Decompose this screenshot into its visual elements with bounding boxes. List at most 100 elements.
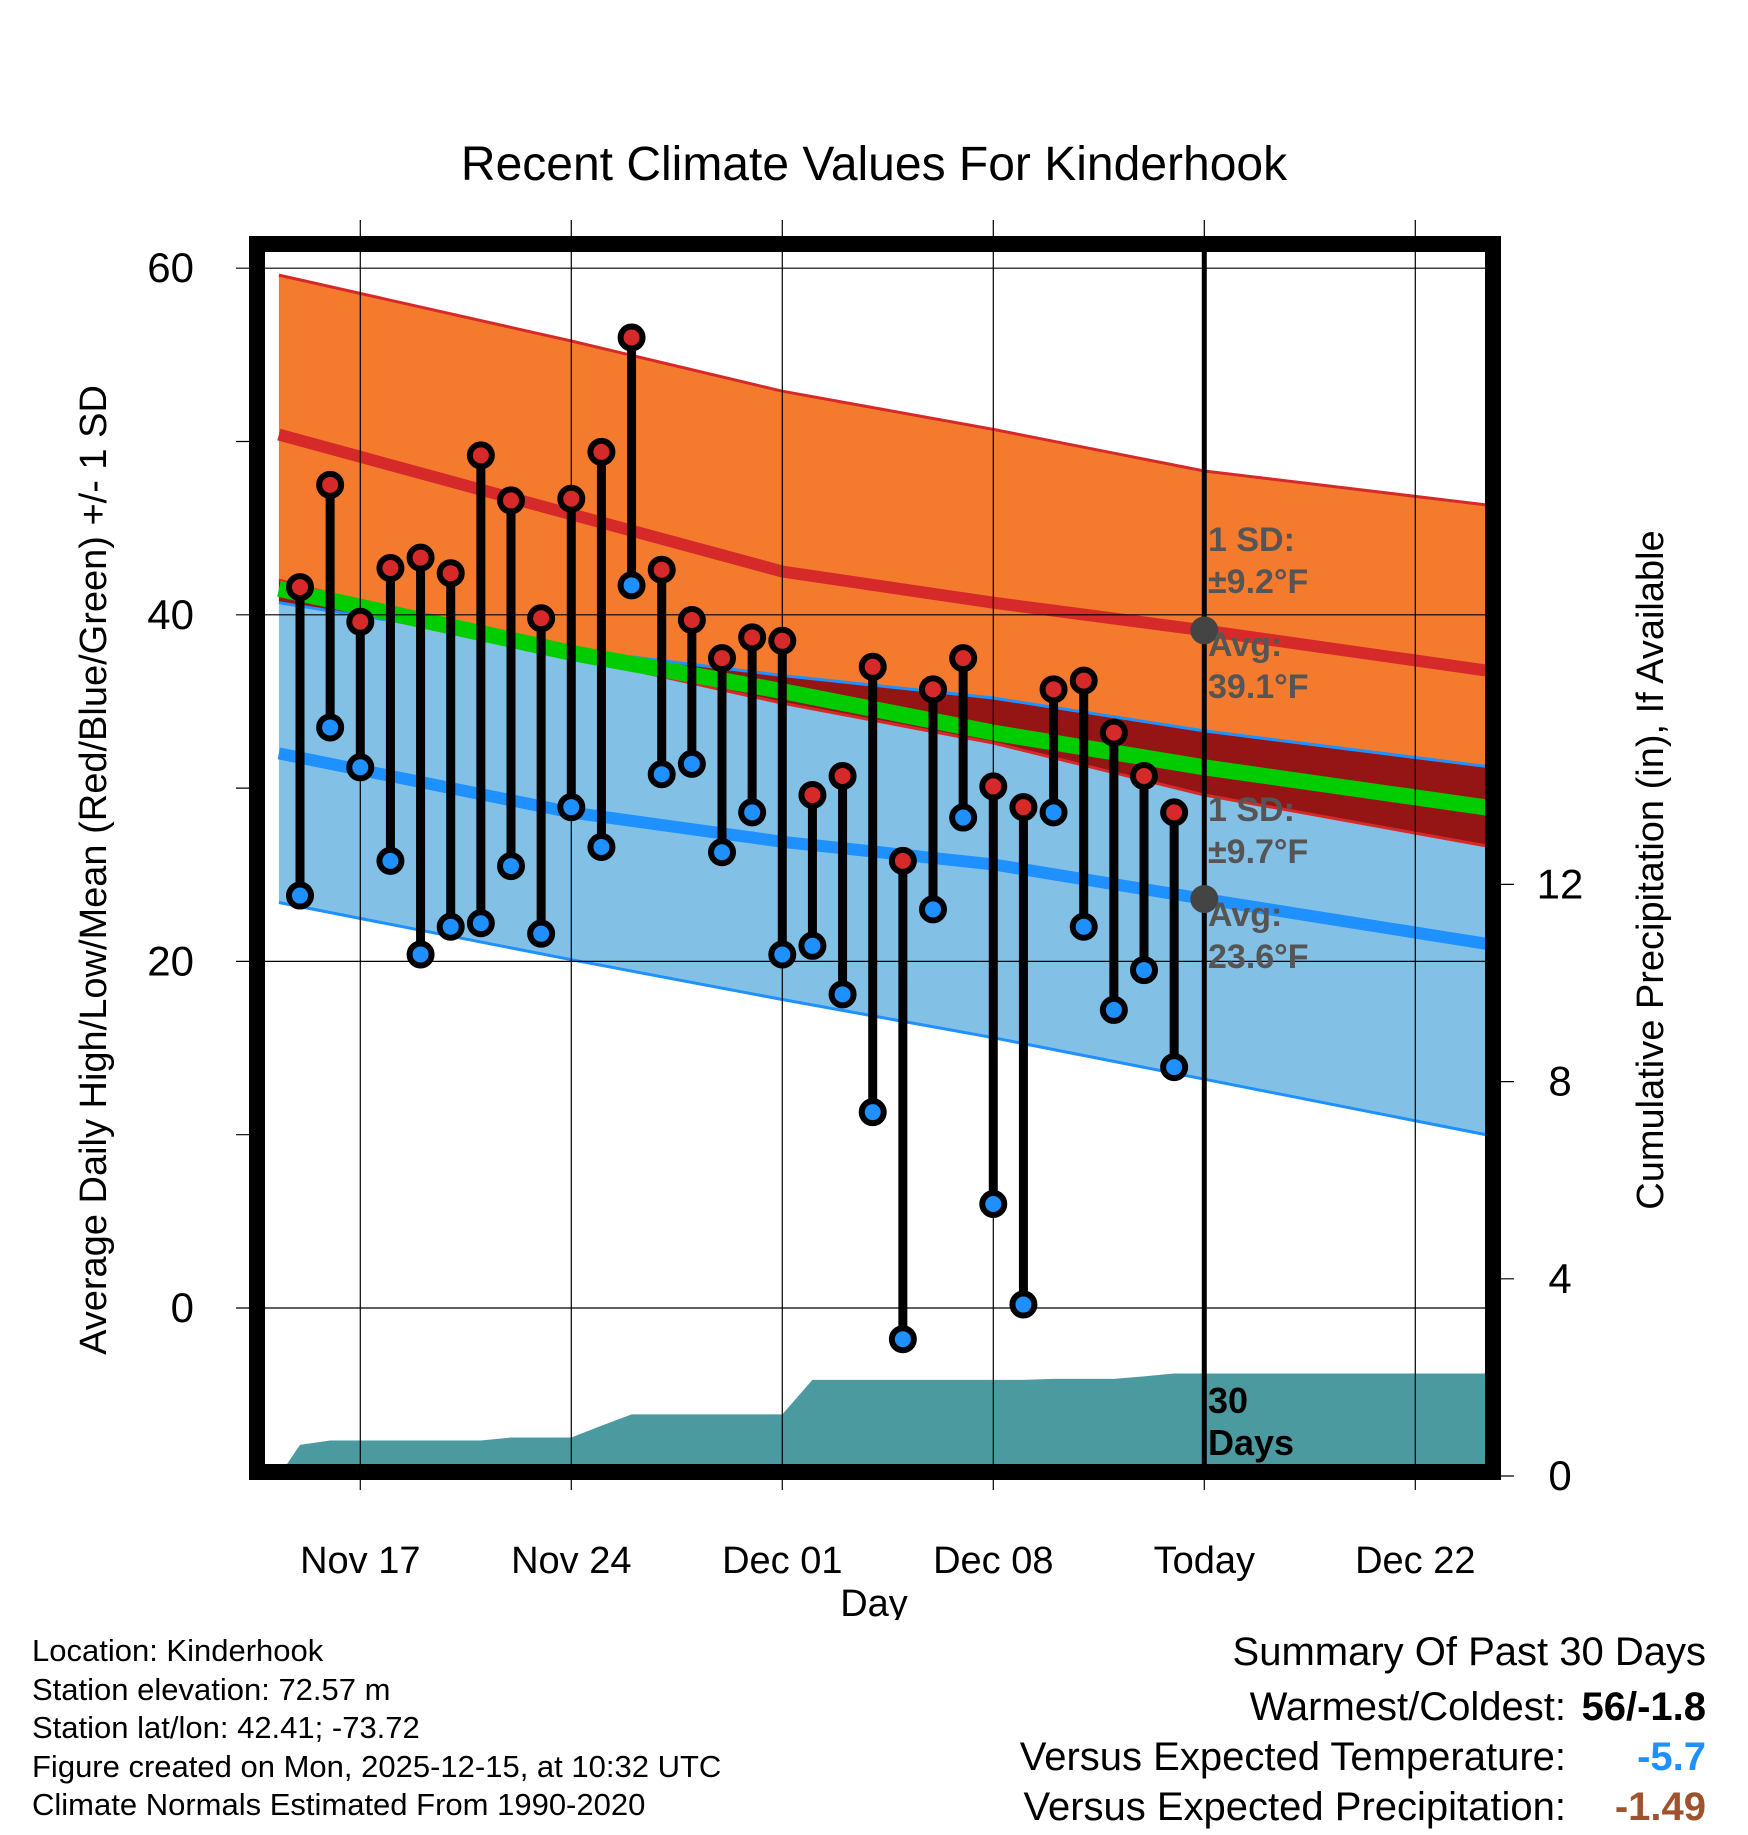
high-point-day-6 — [436, 559, 465, 588]
temp-departure-value: -5.7 — [1637, 1735, 1706, 1779]
low-point-day-22 — [919, 895, 948, 924]
high-sd-band — [278, 275, 1489, 847]
high-point-day-14 — [677, 605, 706, 634]
summary-row-temp: Versus Expected Temperature: -5.7 — [1020, 1735, 1706, 1785]
high-point-day-11 — [587, 437, 616, 466]
y-axis-label-right: Cumulative Precipitation (in), If Availa… — [1630, 530, 1672, 1209]
low-point-day-13 — [647, 760, 676, 789]
low-sd-label: 1 SD: — [1208, 791, 1295, 829]
x-tick-label-4: Today — [1154, 1540, 1255, 1582]
created-text: Figure created on Mon, 2025-12-15, at 10… — [32, 1748, 722, 1784]
low-point-day-8 — [497, 852, 526, 881]
low-lower-line — [278, 901, 1489, 1137]
low-point-day-16 — [738, 798, 767, 827]
low-point-day-26 — [1039, 798, 1068, 827]
summary-row-warm-cold: Warmest/Coldest: 56/-1.8 — [1020, 1685, 1706, 1735]
location-text: Location: Kinderhook — [32, 1633, 324, 1668]
x-tick-label-5: Dec 22 — [1355, 1540, 1475, 1582]
y-tick-label-left-0: 0 — [171, 1284, 194, 1331]
low-point-day-24 — [979, 1190, 1008, 1219]
low-point-day-15 — [708, 838, 737, 867]
y-tick-label-right-0: 0 — [1548, 1452, 1571, 1499]
precip-departure-value: -1.49 — [1614, 1785, 1706, 1829]
low-point-day-11 — [587, 833, 616, 862]
low-point-day-3 — [346, 753, 375, 782]
high-point-day-7 — [466, 441, 495, 470]
low-point-day-23 — [949, 803, 978, 832]
plot-area — [277, 273, 1489, 1468]
today-low-avg-dot — [1190, 885, 1219, 914]
high-sd-value: ±9.2°F — [1208, 563, 1308, 601]
marks-layer: 1 SD: ±9.2°F Avg: 39.1°F 1 SD: ±9.7°F Avg: 23.6… — [286, 323, 1309, 1463]
low-point-day-19 — [828, 980, 857, 1009]
normals-text: Climate Normals Estimated From 1990-2020 — [32, 1787, 646, 1823]
today-high-avg-dot — [1190, 616, 1219, 645]
high-point-day-22 — [919, 675, 948, 704]
axes-layer: Nov 17 Nov 24 Dec 01 Dec 08 Today Dec 2202040… — [147, 244, 1583, 1582]
plot-frame — [249, 236, 1501, 1480]
high-point-day-30 — [1160, 798, 1189, 827]
low-point-day-12 — [617, 571, 646, 600]
normal-mean-line — [277, 580, 1489, 816]
summary-title: Summary Of Past 30 Days — [1232, 1630, 1706, 1674]
high-point-day-27 — [1069, 666, 1098, 695]
low-sd-value: ±9.7°F — [1208, 833, 1308, 871]
high-point-day-18 — [798, 781, 827, 810]
high-point-day-26 — [1039, 675, 1068, 704]
x-tick-label-2: Dec 01 — [722, 1540, 842, 1582]
days-count-word: Days — [1208, 1422, 1294, 1463]
summary-panel: Summary Of Past 30 Days Warmest/Coldest:… — [1020, 1630, 1706, 1835]
x-tick-label-1: Nov 24 — [511, 1540, 631, 1582]
y-tick-label-left-2: 40 — [147, 591, 194, 638]
y-tick-label-right-2: 8 — [1548, 1058, 1571, 1105]
low-point-day-21 — [888, 1325, 917, 1354]
low-point-day-5 — [406, 940, 435, 969]
low-point-day-6 — [436, 912, 465, 941]
warm-cold-value: 56/-1.8 — [1581, 1685, 1706, 1729]
days-count-number: 30 — [1208, 1380, 1248, 1421]
high-point-day-19 — [828, 761, 857, 790]
x-tick-label-0: Nov 17 — [300, 1540, 420, 1582]
y-tick-label-left-1: 20 — [147, 937, 194, 984]
high-point-day-5 — [406, 543, 435, 572]
high-point-day-13 — [647, 555, 676, 584]
high-upper-line — [278, 273, 1489, 507]
low-point-day-28 — [1099, 995, 1128, 1024]
precip-departure-label: Versus Expected Precipitation: — [1023, 1785, 1566, 1829]
high-point-day-8 — [497, 486, 526, 515]
high-point-day-2 — [316, 470, 345, 499]
low-point-day-4 — [376, 846, 405, 875]
low-point-day-17 — [768, 940, 797, 969]
chart-title: Recent Climate Values For Kinderhook — [461, 138, 1288, 191]
high-point-day-24 — [979, 772, 1008, 801]
y-axis-label-left: Average Daily High/Low/Mean (Red/Blue/Gr… — [73, 385, 115, 1355]
high-point-day-10 — [557, 484, 586, 513]
high-point-day-15 — [708, 644, 737, 673]
high-sd-label: 1 SD: — [1208, 521, 1295, 559]
low-point-day-30 — [1160, 1053, 1189, 1082]
high-avg-label: Avg: — [1208, 626, 1282, 664]
y-tick-label-right-3: 12 — [1537, 860, 1584, 907]
low-point-day-20 — [858, 1098, 887, 1127]
low-point-day-2 — [316, 713, 345, 742]
high-point-day-20 — [858, 652, 887, 681]
low-point-day-18 — [798, 931, 827, 960]
normal-low-line — [277, 747, 1489, 951]
low-point-day-14 — [677, 749, 706, 778]
high-point-day-9 — [527, 604, 556, 633]
precip-area — [284, 1373, 1489, 1468]
low-point-day-25 — [1009, 1290, 1038, 1319]
low-point-day-7 — [466, 909, 495, 938]
y-tick-label-left-3: 60 — [147, 244, 194, 291]
high-point-day-3 — [346, 607, 375, 636]
high-point-day-12 — [617, 323, 646, 352]
station-info: Location: Kinderhook Station elevation: … — [32, 1632, 721, 1825]
warm-cold-label: Warmest/Coldest: — [1249, 1685, 1566, 1729]
climate-chart: Recent Climate Values For Kinderhook 1 S… — [73, 138, 1672, 1620]
high-point-day-25 — [1009, 793, 1038, 822]
low-point-day-29 — [1130, 956, 1159, 985]
high-point-day-17 — [768, 626, 797, 655]
summary-row-precip: Versus Expected Precipitation: -1.49 — [1020, 1785, 1706, 1835]
low-point-day-27 — [1069, 912, 1098, 941]
high-point-day-23 — [949, 644, 978, 673]
